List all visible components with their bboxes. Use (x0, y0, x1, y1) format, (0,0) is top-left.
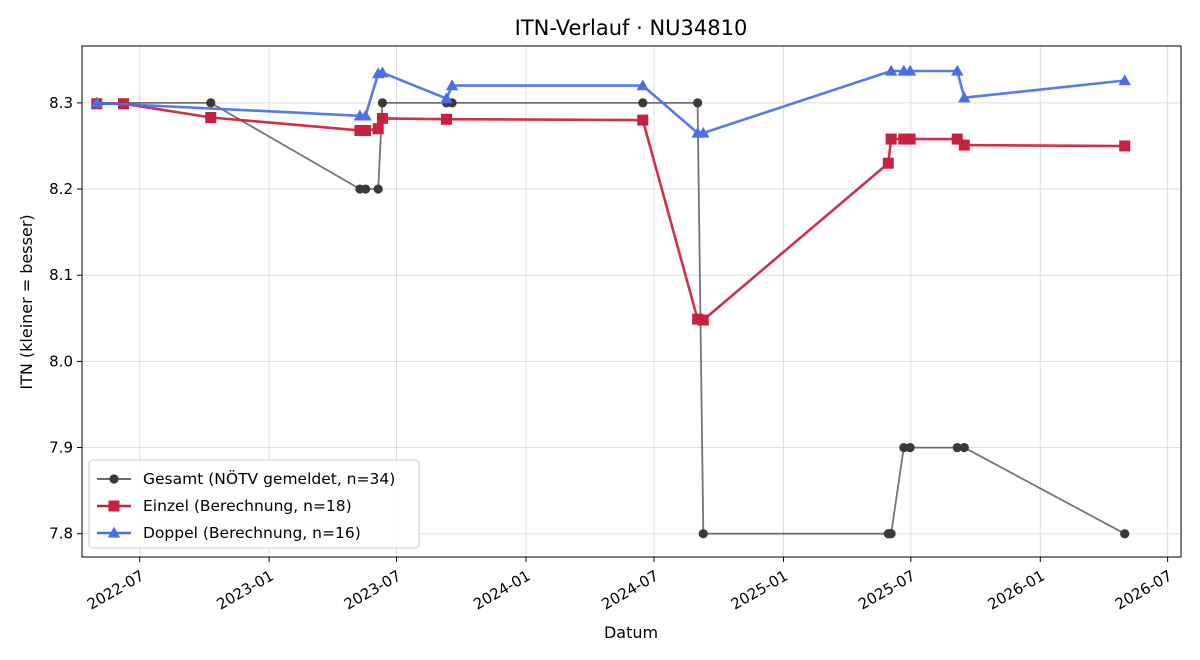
data-point (884, 64, 898, 76)
x-axis-label: Datum (604, 623, 658, 642)
data-point (440, 113, 452, 125)
series-layer (90, 64, 1131, 539)
legend-item-doppel: Doppel (Berechnung, n=16) (97, 524, 361, 542)
data-point (886, 529, 896, 539)
data-point (360, 184, 371, 194)
data-point (885, 133, 897, 145)
data-point (354, 124, 366, 136)
data-point (377, 98, 388, 108)
legend: Gesamt (NÖTV gemeldet, n=34) Einzel (Bere… (88, 459, 420, 549)
x-tick-label: 2025-07 (855, 567, 918, 614)
data-point (693, 98, 703, 108)
data-point (899, 442, 909, 453)
data-point (959, 442, 969, 453)
x-tick-label: 2026-01 (985, 567, 1048, 614)
data-point (697, 314, 709, 326)
data-point (958, 139, 970, 151)
y-tick-label: 8.3 (49, 94, 73, 112)
series-line (96, 69, 1125, 135)
y-tick-label: 8.2 (49, 180, 73, 198)
data-point (637, 114, 649, 126)
series-einzel (91, 98, 1131, 326)
data-point (903, 64, 917, 76)
legend-item-gesamt: Gesamt (NÖTV gemeldet, n=34) (97, 469, 395, 488)
x-tick-label: 2025-01 (728, 567, 791, 614)
data-point (360, 124, 372, 136)
data-point (376, 66, 389, 78)
legend-label: Doppel (Berechnung, n=16) (143, 524, 361, 542)
series-gesamt (92, 98, 1130, 539)
data-point (373, 184, 383, 194)
data-point (882, 157, 894, 169)
data-point (1118, 74, 1131, 86)
data-point (205, 112, 217, 124)
x-tick-label: 2026-07 (1112, 567, 1175, 614)
data-point (698, 529, 708, 539)
x-tick-label: 2023-01 (213, 567, 276, 614)
legend-marker (108, 500, 120, 512)
legend-box (88, 459, 420, 549)
data-point (1119, 140, 1131, 152)
data-point (359, 109, 372, 121)
data-point (697, 126, 710, 138)
y-tick-label: 7.9 (49, 439, 73, 457)
x-tick-label: 2023-07 (341, 567, 404, 614)
data-point (952, 442, 962, 453)
legend-label: Gesamt (NÖTV gemeldet, n=34) (143, 469, 395, 488)
y-tick-label: 8.0 (49, 352, 73, 370)
legend-marker (107, 526, 121, 538)
data-point (440, 92, 453, 104)
data-point (898, 133, 910, 145)
data-point (90, 96, 103, 108)
data-point (904, 133, 916, 145)
legend-marker (109, 474, 119, 484)
x-tick-label: 2022-07 (84, 567, 147, 614)
data-point (905, 442, 915, 453)
data-point (636, 79, 649, 91)
legend-label: Einzel (Berechnung, n=18) (143, 497, 352, 515)
y-tick-label: 8.1 (49, 266, 73, 284)
legend-item-einzel: Einzel (Berechnung, n=18) (97, 497, 352, 515)
y-axis-label: ITN (kleiner = besser) (17, 214, 36, 389)
y-tick-label: 7.8 (49, 525, 73, 543)
plot-frame (81, 45, 1182, 558)
data-point (951, 64, 964, 76)
data-point (445, 79, 459, 91)
data-point (638, 98, 648, 108)
series-doppel (90, 64, 1131, 138)
x-tick-label: 2024-07 (598, 567, 661, 614)
data-point (1120, 529, 1130, 539)
data-point (958, 91, 971, 103)
chart-title: ITN-Verlauf · NU34810 (515, 16, 748, 40)
data-point (372, 123, 384, 135)
data-point (206, 98, 216, 108)
x-tick-label: 2024-01 (470, 567, 533, 614)
data-point (692, 313, 704, 325)
series-line (96, 102, 1125, 322)
data-point (951, 133, 963, 145)
data-point (376, 112, 388, 124)
